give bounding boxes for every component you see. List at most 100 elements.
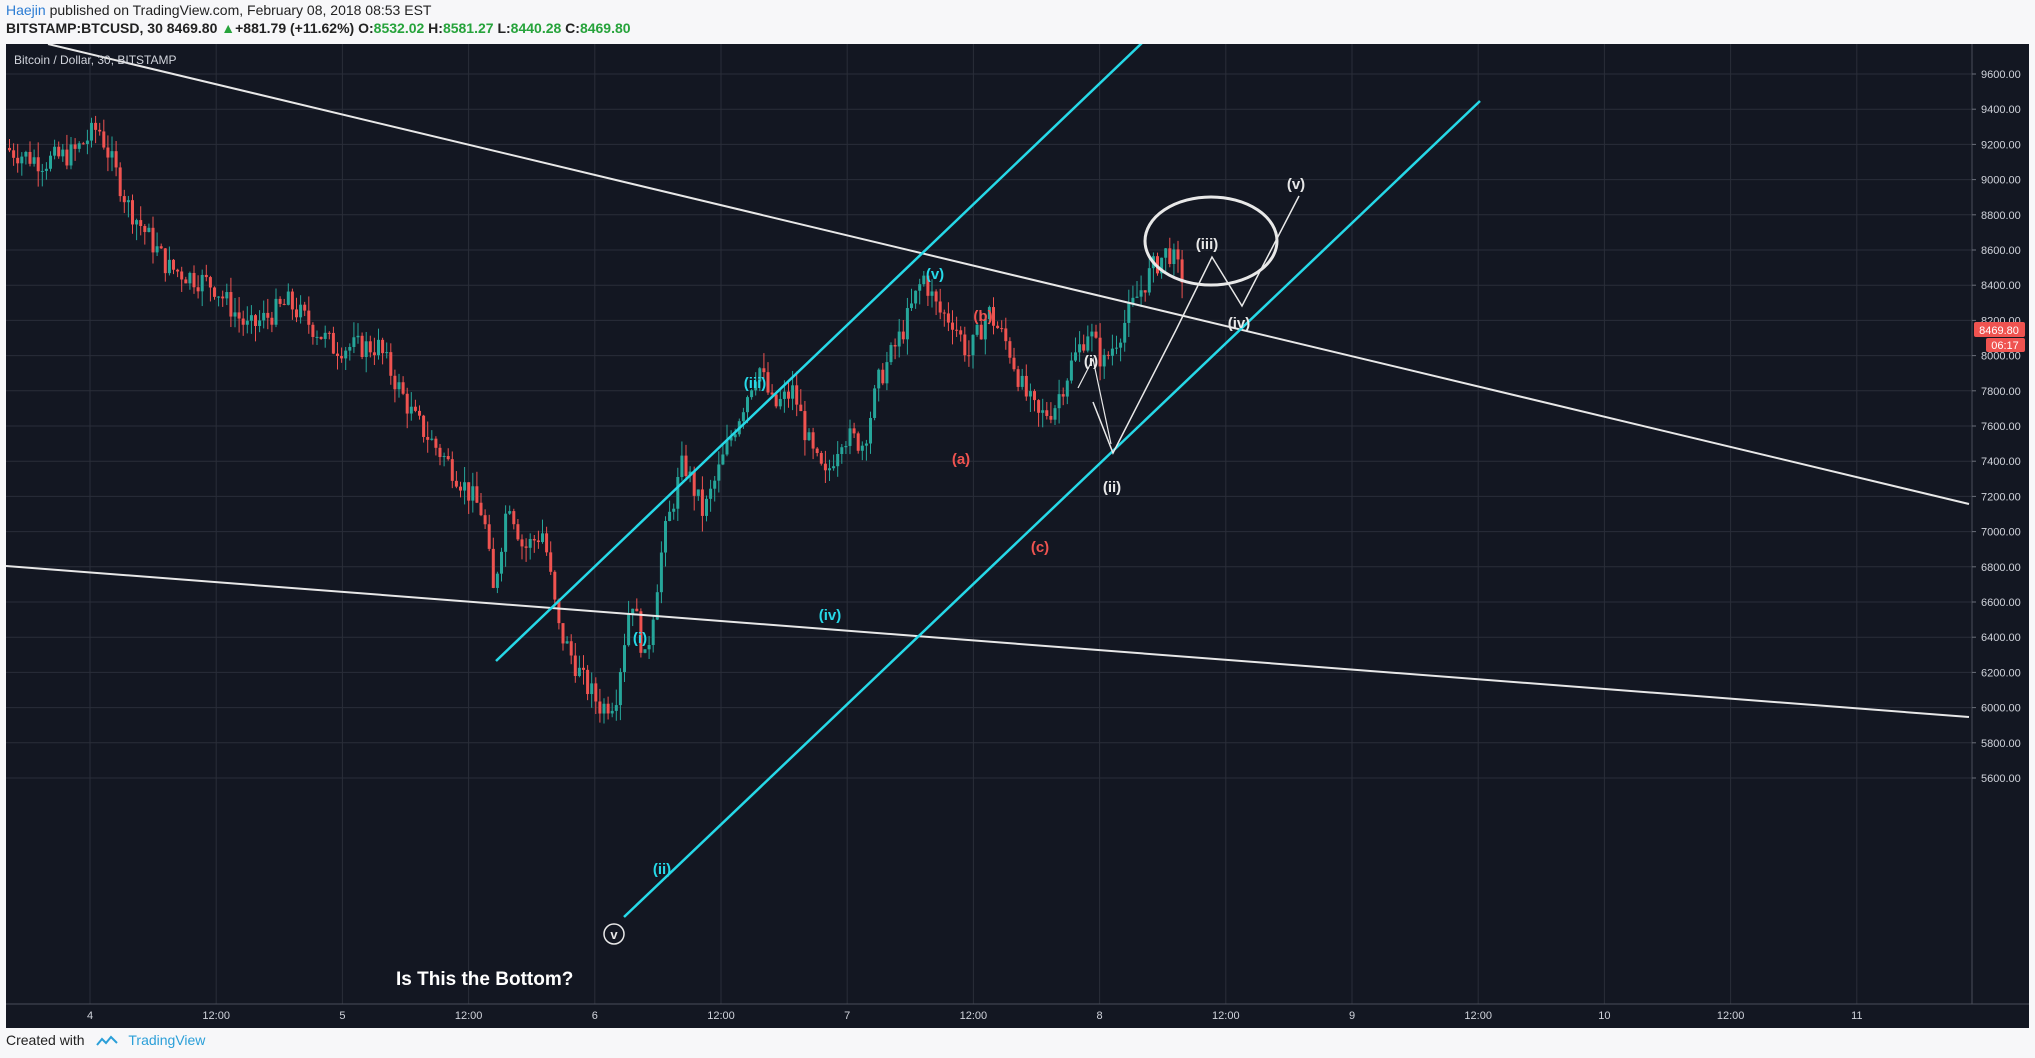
wave-b-label: (b) (973, 308, 992, 325)
price-label: 7000.00 (1981, 527, 2021, 539)
candle-body (942, 312, 946, 314)
candle-body (795, 385, 799, 405)
candle-body (1090, 331, 1094, 337)
candle-body (787, 391, 790, 399)
candle-body (151, 227, 155, 253)
candle-body (167, 259, 171, 274)
candle-body (979, 324, 983, 340)
candle-body (582, 667, 585, 670)
price-axis-bg (1972, 44, 2029, 1004)
candle-body (918, 284, 922, 291)
price-chart[interactable]: v (i) (ii) (iii) (iv) (v) (a) (b) (c) (i… (5, 41, 2029, 1028)
candle-body (483, 515, 487, 525)
candle-body (610, 710, 614, 714)
wave-iv-white-label: (iv) (1228, 315, 1251, 332)
candle-body (40, 170, 44, 172)
candle-body (208, 277, 212, 288)
candle-body (1135, 296, 1139, 298)
time-axis[interactable]: 4 12:00 5 12:00 6 12:00 7 12:00 8 12:00 9 12:00 10 12… (87, 1010, 1863, 1022)
candle-body (549, 552, 553, 572)
candle-body (692, 471, 696, 496)
footer: Created with TradingView (6, 1032, 205, 1048)
candle-body (938, 301, 942, 313)
candle-body (1061, 394, 1065, 397)
candle-body (344, 350, 348, 359)
created-with-text: Created with (6, 1032, 85, 1048)
candle-body (946, 313, 950, 323)
candle-body (1057, 394, 1061, 409)
price-label: 6400.00 (1981, 632, 2021, 644)
candle-body (967, 355, 971, 357)
wave-labels: v (i) (ii) (iii) (iv) (v) (a) (b) (c) (i… (396, 176, 1305, 990)
candle-body (1123, 322, 1127, 343)
wave-iii-white-label: (iii) (1196, 236, 1219, 253)
candle-body (877, 369, 881, 389)
price-label: 6000.00 (1981, 703, 2021, 715)
wave-c-label: (c) (1031, 539, 1049, 556)
candle-body (442, 456, 446, 458)
candle-body (225, 292, 229, 299)
chart-panel[interactable]: v (i) (ii) (iii) (iv) (v) (a) (b) (c) (i… (5, 41, 2029, 1028)
upper-trendline (47, 43, 1970, 505)
candle-body (930, 291, 934, 296)
candle-body (69, 144, 73, 166)
candle-body (1033, 391, 1036, 401)
candle-body (172, 259, 175, 270)
candle-body (1074, 352, 1077, 361)
candle-body (766, 372, 770, 393)
candle-body (286, 291, 290, 305)
candle-body (479, 502, 483, 516)
candle-body (536, 540, 540, 543)
candle-body (1012, 357, 1016, 370)
candle-body (500, 551, 503, 574)
wave-a-label: (a) (952, 451, 970, 468)
candle-body (746, 397, 749, 413)
candle-body (643, 649, 647, 653)
candle-body (664, 521, 667, 553)
candle-body (176, 269, 180, 272)
candle-body (446, 456, 450, 460)
candle-body (1102, 354, 1106, 367)
author-link[interactable]: Haejin (6, 2, 46, 18)
candle-body (364, 341, 368, 357)
candle-body (221, 296, 225, 299)
candle-body (163, 248, 167, 274)
candles (8, 115, 1184, 724)
candle-body (36, 157, 40, 172)
wave-iii-cyan-label: (iii) (744, 375, 767, 392)
candle-body (49, 155, 52, 169)
candle-body (426, 436, 430, 440)
candle-body (733, 434, 737, 438)
candle-body (65, 149, 69, 166)
candle-body (815, 448, 819, 454)
candle-body (594, 683, 598, 702)
last-price: 8469.80 (166, 20, 218, 36)
candle-body (323, 332, 327, 339)
tradingview-logo-icon (96, 1035, 119, 1046)
countdown-badge: 06:17 (1991, 340, 2019, 352)
candle-body (811, 432, 815, 449)
candle-body (655, 592, 659, 620)
candle-body (352, 337, 356, 347)
candle-body (278, 298, 282, 304)
candle-body (237, 312, 241, 319)
last-price-badge: 8469.80 (1979, 325, 2019, 337)
candle-body (44, 168, 48, 171)
candle-body (102, 131, 106, 148)
candle-body (770, 392, 774, 395)
candle-body (184, 279, 188, 284)
time-label: 12:00 (1717, 1010, 1745, 1022)
price-axis[interactable]: 9600.00 9400.00 9200.00 9000.00 8800.00 8600.… (1972, 69, 2021, 785)
tradingview-brand-link[interactable]: TradingView (128, 1032, 206, 1048)
time-label: 12:00 (707, 1010, 735, 1022)
price-label: 9200.00 (1981, 139, 2021, 151)
candle-body (249, 315, 253, 321)
wave-projection-path (1092, 195, 1300, 455)
candle-body (623, 645, 626, 673)
candle-body (799, 404, 803, 412)
candle-body (569, 641, 573, 656)
candle-body (192, 272, 196, 288)
candle-body (1143, 290, 1147, 293)
candle-body (762, 368, 766, 373)
price-label: 5800.00 (1981, 738, 2021, 750)
